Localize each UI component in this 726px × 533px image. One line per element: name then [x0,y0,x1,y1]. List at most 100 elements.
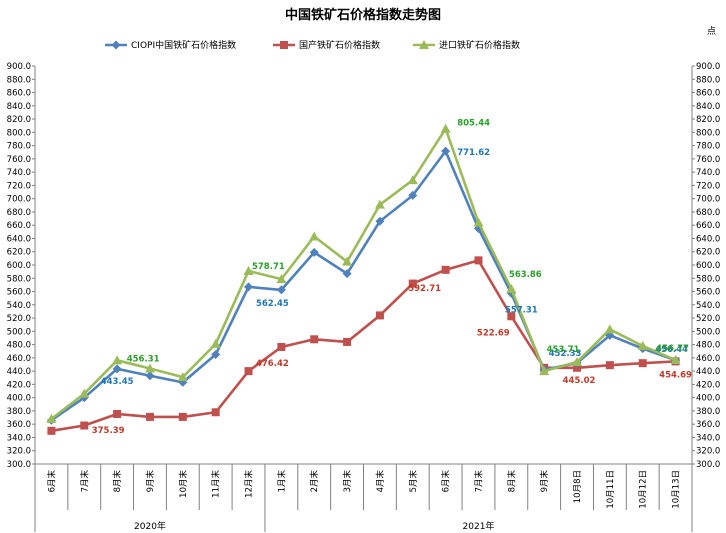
marker-triangle [670,355,681,365]
y-tick-label-right: 820.0 [696,115,720,125]
marker-square [113,409,122,418]
marker-triangle [419,40,429,49]
marker-triangle [46,413,57,423]
y-tick-label-right: 860.0 [696,89,720,99]
marker-square [145,412,154,421]
marker-square [507,312,516,321]
y-tick-label-right: 740.0 [696,168,720,178]
marker-square [474,256,483,265]
y-tick-label-left: 640.0 [7,234,31,244]
y-tick-label-right: 440.0 [696,367,720,377]
y-tick-label-right: 600.0 [696,261,720,271]
legend-item: 进口铁矿石价格指数 [413,39,520,51]
data-label: 562.45 [256,299,289,309]
y-tick-label-right: 680.0 [696,208,720,218]
marker-diamond [111,40,121,50]
marker-diamond [211,350,221,360]
data-label: 578.71 [252,262,285,272]
marker-square [211,408,220,417]
marker-triangle [276,274,287,284]
x-category-label: 5月末 [408,470,419,493]
x-category-label: 10月12日 [639,470,649,509]
legend-item: 国产铁矿石价格指数 [273,39,380,51]
marker-triangle [473,217,484,227]
marker-square [80,421,89,430]
y-tick-label-left: 480.0 [7,341,31,351]
x-category-label: 12月末 [244,470,255,498]
data-label: 454.69 [659,370,692,380]
y-tick-label-left: 840.0 [7,102,31,112]
marker-square [178,412,187,421]
y-tick-label-left: 360.0 [7,420,31,430]
x-category-label: 1月末 [276,470,287,493]
x-category-label: 7月末 [79,470,90,493]
y-tick-label-right: 900.0 [696,62,720,72]
marker-diamond [145,371,155,381]
marker-diamond [276,285,286,295]
x-category-label: 8月末 [112,470,123,493]
series-layer [46,123,681,435]
data-label: 456.31 [127,354,160,364]
y-tick-label-right: 880.0 [696,75,720,85]
y-tick-label-right: 700.0 [696,195,720,205]
x-category-label: 6月末 [441,470,452,493]
marker-square [280,41,288,49]
marker-square [244,367,253,376]
marker-triangle [440,123,451,133]
y-tick-label-right: 380.0 [696,407,720,417]
y-tick-label-right: 720.0 [696,181,720,191]
marker-triangle [210,338,221,348]
y-tick-label-right: 760.0 [696,155,720,165]
y-tick-label-left: 900.0 [7,62,31,72]
y-tick-label-left: 880.0 [7,75,31,85]
marker-diamond [342,269,352,279]
x-category-label: 11月末 [211,470,222,498]
data-label: 456.44 [655,345,688,355]
marker-diamond [408,190,418,200]
y-tick-label-right: 520.0 [696,314,720,324]
y-tick-label-right: 620.0 [696,248,720,258]
data-label: 443.45 [101,377,134,387]
axes: 300.0 300.0 320.0 320.0 340.0 340.0 360.0 360.0… [7,62,720,532]
series-1 [47,256,680,435]
marker-triangle [309,231,320,241]
year-group-label: 2021年 [463,520,495,532]
x-category-label: 9月末 [539,470,550,493]
data-label: 592.71 [408,284,441,294]
marker-triangle [407,175,418,185]
y-tick-label-left: 380.0 [7,407,31,417]
x-category-label: 10月13日 [672,470,682,509]
y-tick-label-right: 400.0 [696,394,720,404]
marker-diamond [112,364,122,374]
y-tick-label-left: 580.0 [7,274,31,284]
y-tick-label-left: 300.0 [7,460,31,470]
marker-triangle [572,357,583,367]
y-tick-label-left: 560.0 [7,288,31,298]
x-category-label: 4月末 [375,470,386,493]
series-line [51,259,676,433]
y-tick-label-left: 780.0 [7,142,31,152]
marker-triangle [177,372,188,382]
marker-triangle [79,388,90,398]
y-tick-label-right: 780.0 [696,142,720,152]
y-tick-label-right: 360.0 [696,420,720,430]
y-tick-label-left: 400.0 [7,394,31,404]
data-label: 453.71 [547,345,580,355]
y-tick-label-right: 540.0 [696,301,720,311]
y-tick-label-left: 340.0 [7,433,31,443]
marker-square [47,426,56,435]
data-label: 476.42 [256,359,289,369]
marker-square [605,361,614,370]
marker-square [277,342,286,351]
data-label: 771.62 [457,148,490,158]
y-tick-label-left: 660.0 [7,221,31,231]
y-tick-label-right: 500.0 [696,327,720,337]
data-label: 522.69 [477,328,510,338]
y-tick-label-left: 720.0 [7,181,31,191]
marker-diamond [244,282,254,292]
x-category-label: 10月11日 [606,470,616,509]
year-group-label: 2020年 [134,520,166,532]
y-tick-label-left: 700.0 [7,195,31,205]
x-category-label: 10月末 [178,470,189,498]
y-tick-label-right: 660.0 [696,221,720,231]
